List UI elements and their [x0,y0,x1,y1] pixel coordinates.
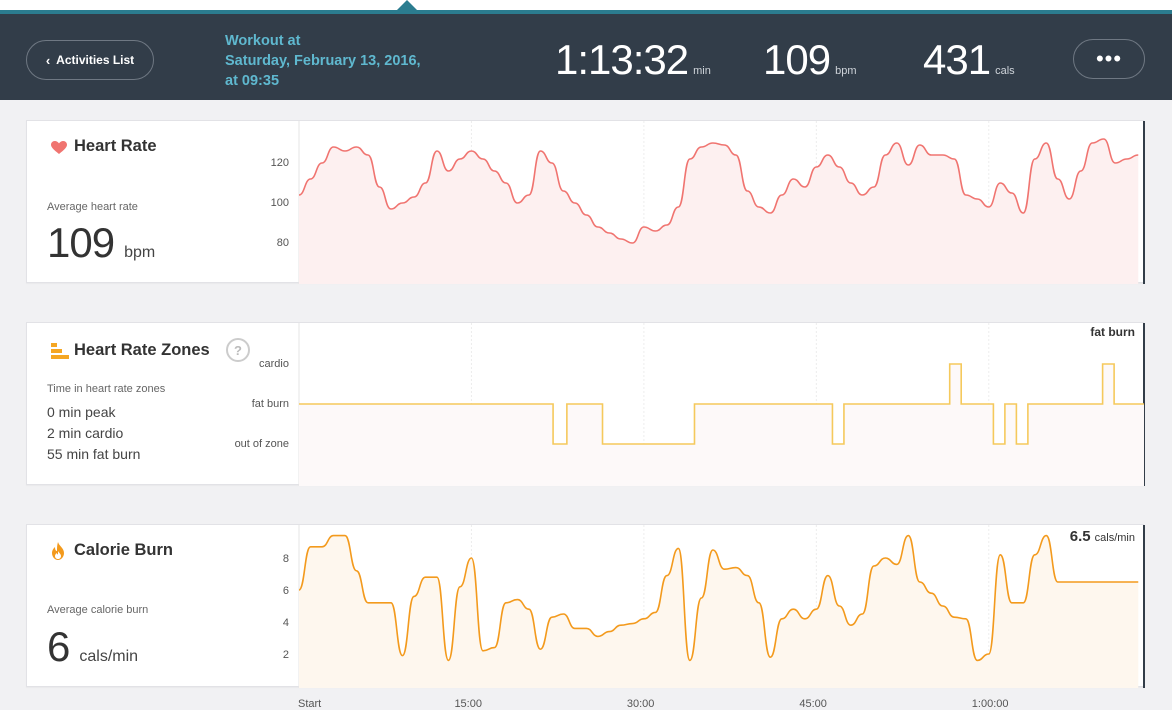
zones-line [299,363,1144,445]
zones-sub-label: Time in heart rate zones [47,383,166,395]
avg-heart-rate-value: 109 [47,219,115,266]
y-tick-label: 120 [271,157,289,169]
bpm-unit: bpm [835,65,857,77]
current-calorie-unit: cals/min [1095,532,1135,544]
y-tick-label: 4 [283,617,289,629]
heart-rate-zones-panel: Heart Rate Zones ? Time in heart rate zo… [26,322,1145,486]
zones-title: Heart Rate Zones [74,341,210,359]
y-tick-label: 6 [283,585,289,597]
y-tick-label: 8 [283,553,289,565]
title-line-3: at 09:35 [225,73,280,89]
title-line-2: Saturday, February 13, 2016, [225,53,421,69]
x-tick-label: 15:00 [454,698,482,710]
x-tick-label: 45:00 [799,698,827,710]
heart-rate-zones-chart: cardio fat burn out of zone fat burn [235,323,1145,486]
calories-value: 431 [923,36,991,83]
heart-rate-series-line [298,138,1139,244]
bar-chart-icon [51,343,69,359]
calorie-title: Calorie Burn [74,541,174,559]
avg-heart-rate: 109 bpm [47,219,155,267]
calorie-series-line [298,534,1139,662]
current-zone-label: fat burn [1090,325,1135,339]
avg-calorie-value: 6 [47,623,70,670]
current-calorie-value: 6.5 [1070,528,1091,545]
calorie-burn-panel: Calorie Burn Average calorie burn 6 cals… [26,524,1145,688]
zone-fatburn-item: 55 min fat burn [47,446,141,462]
workout-header: ‹ Activities List Workout at Saturday, F… [0,14,1172,100]
accent-bar [0,10,1172,14]
x-tick-label: Start [298,698,322,710]
title-line-1: Workout at [225,33,301,49]
calories-stat: 431 cals [923,36,1015,84]
zones-area [299,364,1144,486]
activities-list-button[interactable]: ‹ Activities List [26,40,154,80]
flame-icon [52,542,64,560]
avg-calorie-unit: cals/min [79,648,139,665]
calorie-burn-chart: 8 6 4 2 6.5 cals/min [283,525,1145,688]
heart-rate-panel: Heart Rate Average heart rate 109 bpm 12… [26,120,1145,284]
zone-label-cardio: cardio [259,358,289,370]
y-tick-label: 100 [271,197,289,209]
zone-cardio-item: 2 min cardio [47,425,124,441]
x-tick-label: 30:00 [626,698,655,710]
help-icon[interactable]: ? [226,338,250,362]
heart-rate-title: Heart Rate [74,137,157,155]
duration-value: 1:13:32 [555,36,689,83]
active-pointer [395,0,419,12]
chevron-left-icon: ‹ [45,52,51,68]
avg-bpm-stat: 109 bpm [763,36,856,84]
more-options-button[interactable]: ••• [1073,39,1145,79]
avg-heart-rate-unit: bpm [124,244,156,261]
heart-icon [51,141,67,154]
zone-label-out-of-zone: out of zone [235,438,289,450]
workout-title: Workout at Saturday, February 13, 2016, … [225,31,421,91]
x-tick-label: 1:00:00 [971,698,1009,710]
zone-peak-item: 0 min peak [47,404,116,420]
avg-heart-rate-label: Average heart rate [47,201,138,213]
y-tick-label: 80 [277,237,289,249]
avg-calorie-label: Average calorie burn [47,604,149,616]
top-accent-strip [0,0,1172,14]
current-calorie-readout: 6.5 cals/min [1070,528,1135,545]
avg-bpm-value: 109 [763,36,831,83]
zone-label-fatburn: fat burn [252,398,289,410]
calories-unit: cals [995,65,1015,77]
heart-rate-series-area [299,139,1139,284]
duration-unit: min [693,65,711,77]
zone-list: 0 min peak 2 min cardio 55 min fat burn [47,402,140,465]
y-tick-label: 2 [283,649,289,661]
activities-list-label: Activities List [56,53,135,67]
duration-stat: 1:13:32 min [555,36,711,84]
heart-rate-chart: 120 100 80 [271,121,1145,284]
calorie-series-area [299,535,1139,688]
avg-calorie: 6 cals/min [47,623,138,671]
more-dots-icon: ••• [1095,46,1123,71]
